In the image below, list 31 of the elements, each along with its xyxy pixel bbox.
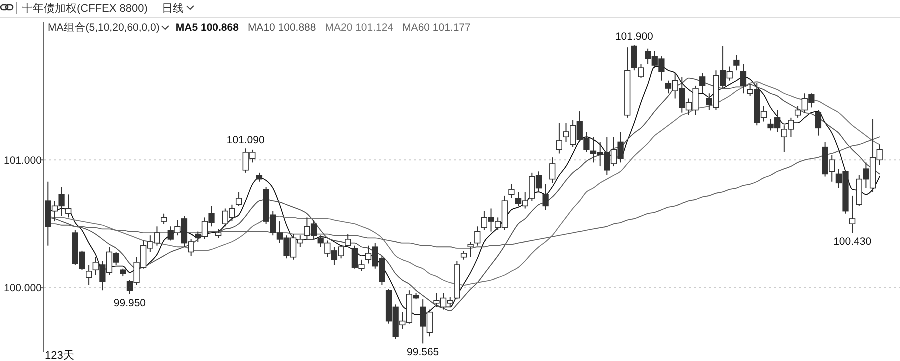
candlestick (86, 264, 92, 286)
candlestick (160, 213, 168, 225)
text: MA20 101.124 (325, 22, 394, 34)
candlestick (550, 157, 556, 184)
chart-subtitle: 日线 (162, 2, 184, 15)
annotation: 99.565 (407, 346, 440, 359)
candlestick (66, 194, 72, 218)
candlestick (542, 184, 549, 211)
candlestick (556, 122, 562, 154)
candlestick (236, 192, 242, 207)
text: MA5 100.868 (176, 22, 240, 34)
text: MA10 100.888 (248, 22, 316, 34)
annotation: 99.950 (114, 297, 146, 310)
text: MA60 101.177 (402, 22, 472, 34)
candlestick (740, 64, 747, 94)
chart-title: 十年债加权(CFFEX 8800) (22, 2, 148, 15)
annotation: 123天 (45, 350, 74, 361)
annotation: MA组合(5,10,20,60,0,0) (48, 21, 160, 34)
candlestick (734, 54, 740, 72)
candlestick (345, 234, 352, 248)
candlestick (468, 242, 474, 258)
annotation: 100.430 (834, 236, 872, 248)
annotation: 101.090 (226, 134, 265, 147)
candlestick (700, 72, 706, 94)
annotation: 101.900 (615, 31, 654, 44)
y-tick-label: 101.000 (4, 154, 42, 167)
candlestick (850, 195, 856, 234)
candlestick (474, 226, 481, 246)
candlestick (815, 110, 822, 136)
candlestick (508, 184, 515, 200)
y-tick-label: 100.000 (4, 282, 42, 295)
